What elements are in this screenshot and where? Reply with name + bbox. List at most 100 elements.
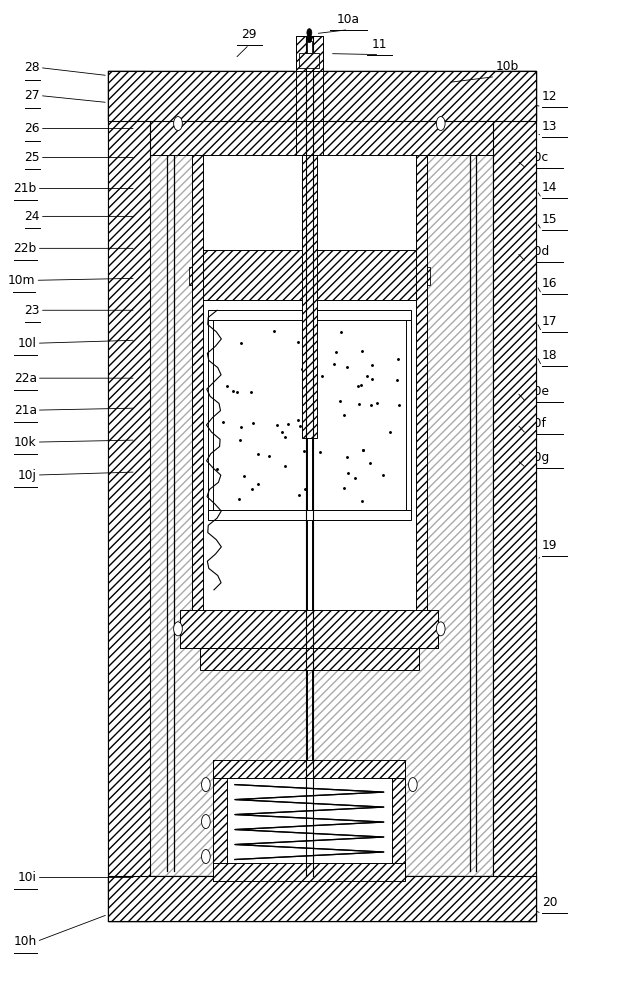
Bar (213, 760, 406, 778)
Point (365, 455, 375, 471)
Point (280, 429, 290, 445)
Bar (207, 510, 411, 520)
Point (265, 448, 275, 464)
Text: 16: 16 (542, 277, 557, 290)
Point (269, 323, 279, 339)
Point (357, 493, 367, 509)
Bar (303, 36, 316, 44)
Text: 10a: 10a (337, 13, 360, 26)
Bar (202, 610, 215, 648)
Text: 10j: 10j (18, 469, 37, 482)
Bar (392, 760, 406, 881)
Bar (108, 71, 536, 121)
Bar (213, 863, 406, 881)
Point (358, 442, 368, 458)
Point (234, 491, 244, 507)
Point (378, 467, 388, 483)
Point (362, 368, 372, 384)
Point (248, 415, 258, 431)
Point (351, 470, 361, 486)
Point (339, 407, 349, 423)
Text: 10e: 10e (526, 385, 549, 398)
Bar (227, 778, 392, 863)
Bar (181, 610, 438, 648)
Bar (296, 121, 323, 155)
Point (336, 324, 346, 340)
Circle shape (436, 622, 445, 636)
Text: 22b: 22b (14, 242, 37, 255)
Bar (150, 121, 493, 876)
Point (235, 432, 245, 448)
Point (329, 356, 339, 372)
Bar (296, 109, 323, 139)
Bar (212, 320, 406, 510)
Bar (150, 121, 493, 155)
Point (394, 397, 404, 413)
Bar (493, 71, 536, 921)
Bar (108, 71, 293, 121)
Point (366, 397, 376, 413)
Point (357, 343, 367, 359)
Bar (296, 121, 323, 155)
Point (237, 419, 247, 435)
Point (253, 476, 263, 492)
Bar (202, 131, 416, 648)
Bar (213, 760, 406, 778)
Point (293, 412, 303, 428)
Bar (416, 152, 427, 610)
Point (293, 487, 303, 503)
Text: 14: 14 (542, 181, 557, 194)
Point (232, 384, 242, 400)
Point (342, 449, 352, 465)
Bar (181, 109, 438, 139)
Bar (150, 121, 493, 875)
Point (297, 361, 307, 377)
Text: 10i: 10i (18, 871, 37, 884)
Bar (108, 876, 536, 921)
Point (247, 481, 257, 497)
Bar (207, 320, 212, 510)
Text: 10f: 10f (526, 417, 546, 430)
Bar (199, 648, 419, 670)
Bar (296, 36, 323, 71)
Circle shape (436, 117, 445, 131)
Point (219, 414, 229, 430)
Circle shape (201, 815, 210, 829)
Bar (189, 267, 202, 285)
Bar (493, 71, 536, 921)
Text: 26: 26 (24, 122, 40, 135)
Text: 10m: 10m (8, 274, 36, 287)
Text: 21a: 21a (14, 404, 37, 417)
Bar (302, 109, 317, 438)
Bar (296, 71, 323, 121)
Text: 11: 11 (372, 38, 387, 51)
Bar (213, 760, 227, 881)
Bar (296, 121, 323, 155)
Bar (192, 131, 202, 610)
Text: 10d: 10d (526, 245, 549, 258)
Point (228, 383, 238, 399)
Circle shape (307, 29, 312, 37)
Circle shape (174, 117, 183, 131)
Point (222, 378, 232, 394)
Bar (326, 71, 536, 121)
Text: 17: 17 (542, 315, 557, 328)
Bar (392, 760, 406, 881)
Point (339, 480, 349, 496)
Point (212, 461, 222, 477)
Text: 23: 23 (24, 304, 40, 317)
Bar (202, 250, 416, 300)
Bar (181, 109, 438, 139)
Bar (404, 610, 416, 648)
Point (239, 468, 249, 484)
Text: 13: 13 (542, 120, 557, 133)
Bar (108, 71, 536, 121)
Text: 10k: 10k (14, 436, 37, 449)
Circle shape (201, 778, 210, 792)
Point (298, 367, 308, 383)
Text: 10g: 10g (526, 451, 549, 464)
Text: 21b: 21b (14, 182, 37, 195)
Point (356, 377, 366, 393)
Bar (202, 250, 416, 300)
Point (385, 424, 395, 440)
